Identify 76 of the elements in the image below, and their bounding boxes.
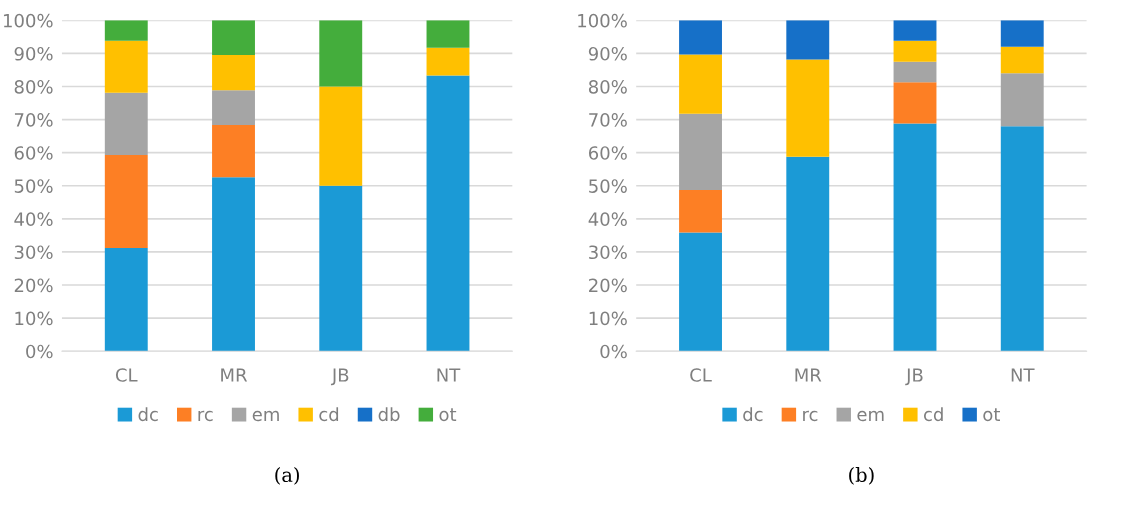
legend-label: rc: [198, 410, 213, 422]
legend-label: rc: [803, 410, 818, 422]
legend-label: db: [378, 407, 400, 422]
y-tick-label: 90%: [14, 46, 53, 61]
bar: [1000, 73, 1044, 127]
y-tick-label: 20%: [589, 278, 627, 293]
bar: [212, 124, 255, 178]
bar: [212, 90, 255, 125]
y-tick-label: 70%: [14, 113, 53, 127]
bar: [319, 185, 363, 352]
bar: [679, 190, 722, 233]
y-tick-label: 30%: [14, 245, 53, 260]
bar: [786, 20, 830, 60]
legend-label: cd: [923, 407, 943, 422]
bar: [212, 177, 255, 352]
bar: [893, 82, 937, 124]
y-tick-label: 100%: [578, 13, 627, 28]
y-tick-label: 70%: [589, 113, 627, 127]
x-tick-label: CL: [115, 368, 138, 382]
y-tick-label: 100%: [3, 13, 53, 28]
y-tick-label: 80%: [588, 79, 627, 94]
bar: [786, 156, 830, 352]
legend-label: ot: [983, 408, 1000, 422]
legend-label: em: [252, 410, 279, 422]
bar: [679, 232, 722, 352]
bar: [679, 113, 722, 191]
y-tick-label: 30%: [589, 245, 627, 260]
bar: [1000, 20, 1044, 47]
bar: [104, 155, 148, 248]
bar: [893, 123, 937, 352]
y-tick-label: 60%: [588, 146, 627, 160]
x-tick-label: CL: [690, 368, 712, 382]
bar: [104, 20, 148, 41]
y-tick-label: 40%: [588, 212, 627, 226]
y-tick-label: 20%: [14, 278, 53, 293]
x-tick-label: MR: [795, 368, 822, 382]
bar: [426, 47, 470, 76]
y-tick-label: 0%: [600, 344, 627, 359]
x-tick-label: MR: [221, 368, 248, 382]
bar: [426, 20, 470, 48]
bar: [319, 86, 363, 186]
bar: [893, 20, 937, 41]
y-tick-label: 40%: [14, 212, 53, 226]
bar: [104, 247, 148, 352]
legend-label: dc: [743, 407, 763, 422]
bar: [679, 20, 722, 55]
text: (b): [849, 467, 874, 485]
y-tick-label: 50%: [14, 179, 53, 193]
bar: [104, 40, 148, 93]
y-tick-label: 10%: [15, 311, 53, 326]
y-tick-label: 90%: [588, 46, 627, 61]
x-tick-label: JB: [905, 368, 923, 386]
x-tick-label: NT: [1011, 368, 1035, 382]
y-tick-label: 50%: [589, 179, 627, 193]
bar: [319, 20, 363, 87]
legend-label: cd: [319, 407, 339, 422]
bar: [1000, 46, 1044, 74]
bar: [786, 59, 830, 157]
bar: [104, 92, 148, 156]
y-tick-label: 60%: [14, 146, 53, 160]
text: (a): [275, 467, 299, 485]
y-tick-label: 80%: [14, 79, 53, 94]
bar: [426, 75, 470, 352]
bar: [212, 55, 255, 91]
y-tick-label: 0%: [26, 344, 53, 359]
bar: [212, 20, 255, 56]
bar: [679, 54, 722, 114]
bar: [1000, 126, 1044, 352]
x-tick-label: JB: [330, 368, 349, 386]
legend-label: dc: [138, 407, 158, 422]
bar: [893, 61, 937, 83]
legend-label: ot: [439, 408, 457, 422]
bar: [893, 40, 937, 62]
y-tick-label: 10%: [589, 311, 627, 326]
x-tick-label: NT: [437, 368, 461, 382]
legend-label: em: [857, 410, 884, 422]
